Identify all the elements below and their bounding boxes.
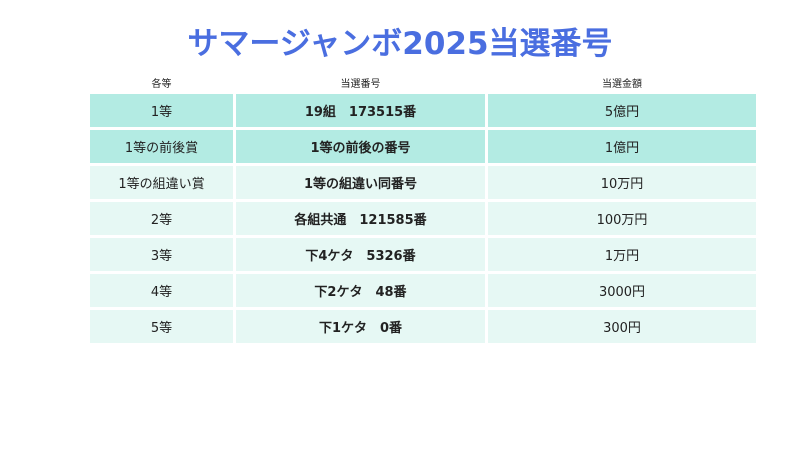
column-header-number: 当選番号 xyxy=(340,78,381,90)
column-header-rank: 各等 xyxy=(151,78,172,90)
rank-cell: 1等 xyxy=(90,94,233,127)
rank-cell: 1等の前後賞 xyxy=(90,130,233,163)
winning-number-cell: 下2ケタ 48番 xyxy=(236,274,485,307)
table-row: 2等 各組共通 121585番 100万円 xyxy=(90,202,756,235)
prize-amount-cell: 3000円 xyxy=(488,274,756,307)
rank-cell: 1等の組違い賞 xyxy=(90,166,233,199)
table-row: 1等の組違い賞 1等の組違い同番号 10万円 xyxy=(90,166,756,199)
rank-cell: 4等 xyxy=(90,274,233,307)
table-row: 1等 19組 173515番 5億円 xyxy=(90,94,756,127)
page-title: サマージャンボ2025当選番号 xyxy=(187,26,613,62)
results-table: 各等 当選番号 当選金額 1等 19組 173515番 5億円 1等の前後賞 1… xyxy=(87,70,759,346)
winning-number-cell: 各組共通 121585番 xyxy=(236,202,485,235)
prize-amount-cell: 10万円 xyxy=(488,166,756,199)
table-row: 5等 下1ケタ 0番 300円 xyxy=(90,310,756,343)
prize-amount-cell: 5億円 xyxy=(488,94,756,127)
winning-number-cell: 1等の組違い同番号 xyxy=(236,166,485,199)
winning-number-cell: 下4ケタ 5326番 xyxy=(236,238,485,271)
prize-amount-cell: 300円 xyxy=(488,310,756,343)
table-header-row: 各等 当選番号 当選金額 xyxy=(90,73,756,91)
winning-number-cell: 19組 173515番 xyxy=(236,94,485,127)
table-row: 3等 下4ケタ 5326番 1万円 xyxy=(90,238,756,271)
column-header-amount: 当選金額 xyxy=(602,78,642,90)
rank-cell: 2等 xyxy=(90,202,233,235)
rank-cell: 5等 xyxy=(90,310,233,343)
prize-amount-cell: 1億円 xyxy=(488,130,756,163)
prize-amount-cell: 100万円 xyxy=(488,202,756,235)
table-row: 4等 下2ケタ 48番 3000円 xyxy=(90,274,756,307)
rank-cell: 3等 xyxy=(90,238,233,271)
winning-number-cell: 下1ケタ 0番 xyxy=(236,310,485,343)
winning-number-cell: 1等の前後の番号 xyxy=(236,130,485,163)
table-row: 1等の前後賞 1等の前後の番号 1億円 xyxy=(90,130,756,163)
prize-amount-cell: 1万円 xyxy=(488,238,756,271)
